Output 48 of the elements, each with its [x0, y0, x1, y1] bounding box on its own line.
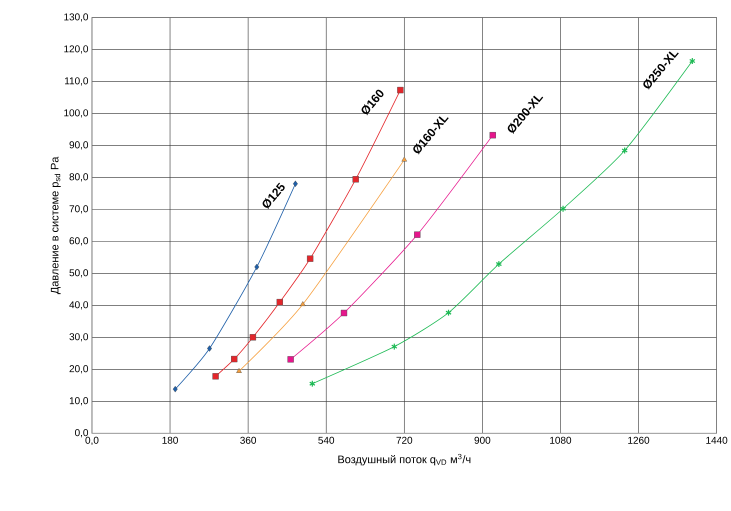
y-tick-label: 20,0: [70, 365, 88, 374]
y-tick-label: 50,0: [69, 269, 88, 278]
x-tick-label: 540: [318, 436, 334, 444]
x-tick-label: 180: [162, 436, 178, 444]
point: [340, 310, 348, 316]
y-tick-label: 60,0: [70, 237, 88, 246]
point: [306, 256, 314, 262]
point: [391, 343, 398, 350]
point: [236, 368, 242, 374]
x-tick-label: 0,0: [85, 436, 98, 446]
x-tick-label: 360: [240, 436, 256, 444]
x-tick-label: 720: [396, 436, 412, 444]
point: [172, 386, 178, 392]
x-tick-label: 1080: [550, 436, 572, 444]
point: [445, 309, 452, 316]
y-tick-label: 90,0: [70, 141, 88, 150]
y-tick-label: 80,0: [69, 173, 88, 182]
point: [287, 356, 294, 363]
point: [231, 356, 238, 362]
y-tick-label: 120,0: [64, 46, 88, 54]
y-tick-label: 130,0: [64, 14, 88, 22]
x-tick-label: 1440: [706, 436, 728, 444]
point: [300, 301, 306, 306]
y-tick-label: 100,0: [64, 109, 88, 118]
point: [560, 205, 566, 212]
y-tick-label: 10,0: [70, 397, 88, 406]
point: [276, 299, 283, 306]
y-tick-label: 30,0: [69, 333, 88, 342]
point: [496, 260, 502, 268]
point: [414, 232, 420, 238]
point: [207, 345, 212, 352]
x-axis-title: Воздушный поток q$_{VD}$ м$^{3}$/ч: [338, 454, 470, 466]
point: [212, 373, 219, 380]
point: [254, 264, 260, 270]
y-axis-title: Давление в системе p$_{sd}$ Pa: [50, 156, 61, 294]
y-tick-label: 0,0: [74, 429, 88, 438]
point: [621, 147, 628, 154]
point: [397, 87, 404, 94]
x-tick-label: 1260: [628, 436, 650, 444]
point: [292, 180, 298, 188]
y-tick-label: 40,0: [69, 301, 88, 310]
y-tick-label: 70,0: [70, 205, 88, 214]
y-tick-label: 110,0: [65, 77, 88, 86]
point: [490, 132, 496, 139]
x-tick-label: 900: [474, 436, 490, 444]
point: [401, 156, 408, 162]
point: [250, 334, 256, 341]
point: [352, 176, 359, 183]
